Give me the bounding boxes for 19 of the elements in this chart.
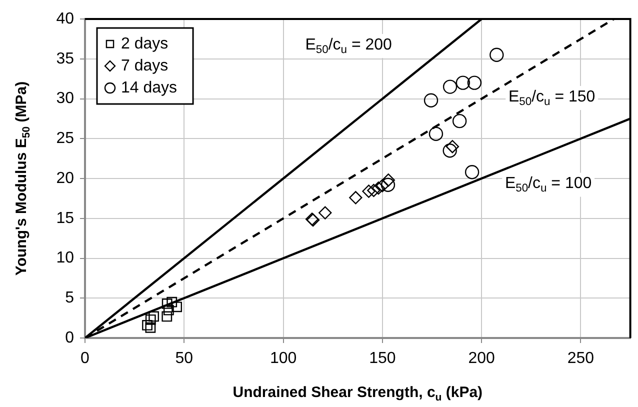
y-tick-label: 40 [56, 10, 74, 28]
legend-label: 2 days [121, 35, 168, 52]
legend-label: 7 days [121, 57, 168, 74]
y-tick-label: 30 [56, 90, 74, 108]
x-tick-label: 0 [80, 350, 90, 368]
y-tick-label: 5 [65, 290, 74, 307]
y-tick-label: 0 [65, 329, 74, 346]
x-tick-label: 50 [175, 350, 194, 368]
legend-label: 14 days [121, 79, 178, 96]
x-tick-label: 150 [369, 350, 396, 368]
y-axis-title: Young's Modulus E50 (MPa) [13, 81, 32, 276]
y-tick-label: 25 [56, 130, 74, 148]
y-tick-label: 20 [56, 170, 74, 187]
y-tick-label: 15 [56, 210, 74, 227]
x-tick-label: 100 [270, 350, 297, 368]
y-tick-label: 10 [56, 250, 74, 267]
x-tick-label: 250 [567, 350, 594, 368]
y-tick-label: 35 [56, 50, 74, 68]
x-tick-label: 200 [468, 350, 496, 368]
